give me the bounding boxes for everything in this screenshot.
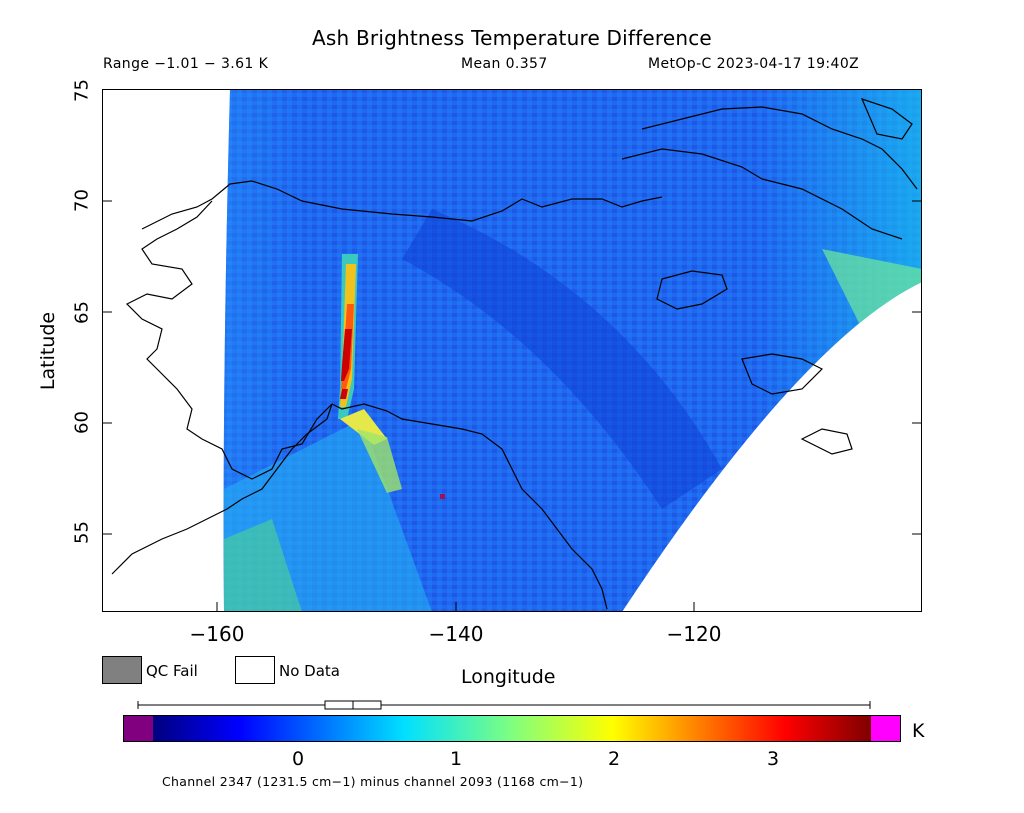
y-tick-label: 60	[71, 411, 93, 434]
no-data-label: No Data	[279, 662, 340, 680]
mean-readout: Mean 0.357	[461, 56, 548, 72]
under-color-swatch	[123, 715, 153, 742]
ash-plume	[338, 254, 402, 493]
colorbar-tick: 2	[607, 748, 621, 770]
range-readout: Range −1.01 − 3.61 K	[103, 56, 269, 72]
colorbar-tick: 3	[766, 748, 780, 770]
x-tick-label: −120	[666, 622, 722, 646]
map-title: Ash Brightness Temperature Difference	[312, 26, 712, 50]
over-color-swatch	[871, 715, 901, 742]
map-frame	[102, 89, 922, 612]
no-data-swatch	[235, 656, 275, 684]
map-plot	[102, 89, 922, 612]
coastlines	[111, 98, 918, 610]
x-tick-label: −140	[428, 622, 484, 646]
satellite-time-readout: MetOp-C 2023-04-17 19:40Z	[648, 56, 860, 72]
colorbar-unit: K	[912, 720, 925, 742]
colorbar	[123, 700, 901, 742]
x-axis-label: Longitude	[461, 666, 556, 688]
colorbar-tick: 1	[449, 748, 463, 770]
qc-fail-label: QC Fail	[146, 662, 198, 680]
axis-ticks	[102, 89, 922, 612]
swath-field	[223, 89, 922, 612]
y-axis-label: Latitude	[37, 311, 59, 391]
colorbar-tick: 0	[291, 748, 305, 770]
x-tick-label: −160	[189, 622, 245, 646]
y-tick-label: 65	[71, 301, 93, 324]
y-tick-label: 55	[71, 521, 93, 544]
qc-fail-swatch	[102, 656, 142, 684]
channel-footnote: Channel 2347 (1231.5 cm−1) minus channel…	[162, 774, 584, 789]
y-tick-label: 70	[71, 189, 93, 212]
y-tick-label: 75	[71, 79, 93, 102]
